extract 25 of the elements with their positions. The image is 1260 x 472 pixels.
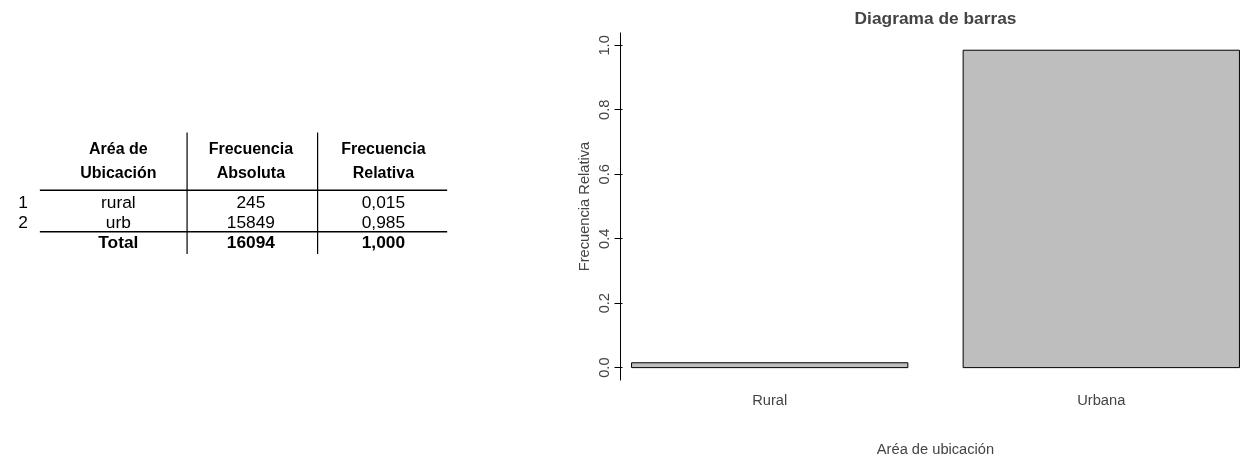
x-tick-label: Rural (752, 391, 788, 408)
text: Total (98, 231, 139, 252)
y-tick-label: 0.4 (596, 228, 613, 249)
y-tick-label: 0.2 (596, 292, 613, 314)
category-label: 2 (18, 211, 28, 232)
chart-title: Diagrama de barras (854, 7, 1017, 28)
category-label: Aréa de Ubicación (80, 139, 157, 181)
x-axis-title: Aréa de ubicación (876, 440, 995, 457)
text: 1,000 (361, 231, 406, 252)
y-tick-label: 0.8 (596, 99, 613, 121)
text: 15849 (226, 211, 275, 232)
y-tick-label: 0.0 (596, 357, 613, 378)
text: rural (101, 191, 136, 212)
category-label: Frecuencia Relativa (341, 139, 426, 181)
y-tick-label: 1.0 (596, 35, 613, 56)
x-tick-label: Urbana (1077, 391, 1127, 408)
text: 0,985 (361, 211, 406, 232)
y-tick-label: 0.6 (596, 164, 613, 185)
text: 245 (236, 191, 266, 212)
category-label: 1 (18, 191, 28, 212)
text: urb (105, 211, 131, 232)
category-label: Frecuencia Absoluta (208, 139, 294, 181)
text: 16094 (226, 231, 275, 252)
text: 0,015 (361, 191, 406, 212)
y-axis-title: Frecuencia Relativa (575, 140, 592, 272)
